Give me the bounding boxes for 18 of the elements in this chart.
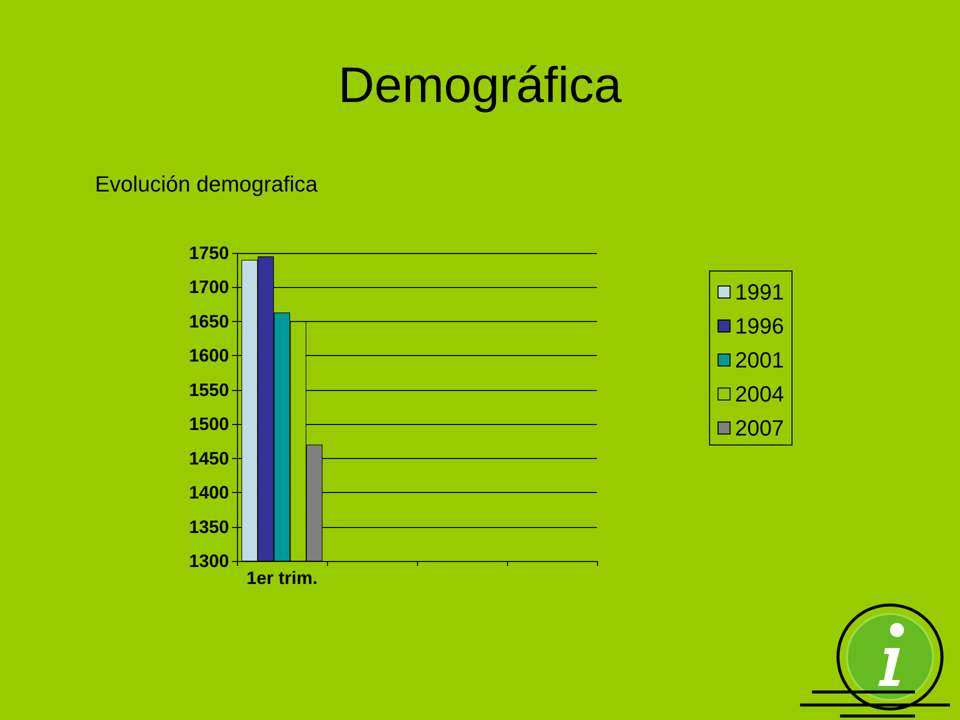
legend-label: 1996: [735, 314, 784, 338]
y-tick-label: 1600: [188, 346, 229, 366]
y-tick-label: 1300: [188, 551, 229, 571]
legend-label: 2004: [735, 382, 784, 406]
y-tick-label: 1500: [188, 414, 229, 434]
y-tick-label: 1550: [188, 380, 229, 400]
legend-label: 2001: [735, 348, 784, 372]
chart-title: Demográfica: [338, 57, 622, 113]
y-tick-label: 1700: [188, 277, 229, 298]
y-tick-label: 1750: [188, 243, 229, 263]
y-tick-label: 1350: [188, 516, 229, 537]
chart-subtitle: Evolución demografica: [95, 172, 318, 196]
y-tick-label: 1400: [188, 482, 229, 503]
legend-label: 1991: [735, 280, 784, 304]
x-tick-label: 1er trim.: [246, 568, 318, 588]
y-tick-label: 1450: [188, 448, 229, 468]
y-tick-label: 1650: [188, 311, 229, 332]
legend-label: 2007: [735, 416, 784, 440]
